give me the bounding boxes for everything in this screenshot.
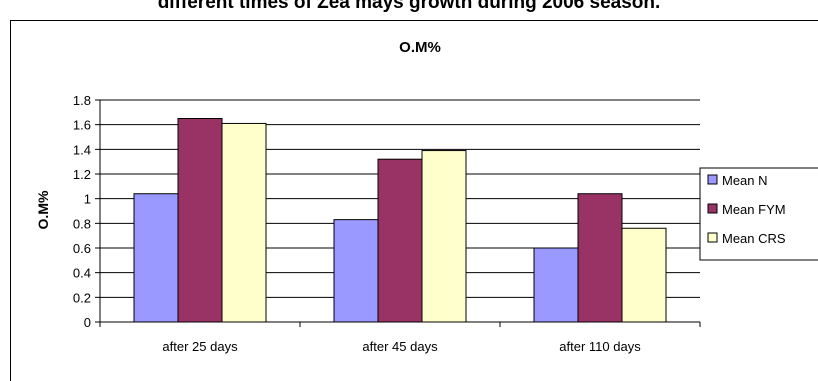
om-bar-chart: 0 0.2 0.4 0.6 0.8 1 1.2 1.4 1.6 1.8 after 25 days a… — [35, 39, 818, 354]
y-tick-label: 0.4 — [73, 266, 91, 281]
y-tick-label: 1.4 — [73, 142, 91, 157]
bar-mean-fym — [177, 118, 223, 323]
x-tick-label: after 45 days — [362, 339, 438, 354]
page-heading: different times of Zea mays growth durin… — [157, 0, 661, 13]
x-tick-label: after 25 days — [162, 339, 238, 354]
y-tick-label: 0.6 — [73, 241, 91, 256]
legend-label: Mean FYM — [722, 202, 786, 217]
bar-mean-crs — [421, 150, 467, 323]
legend-swatch — [707, 203, 718, 214]
bar-mean-n — [333, 219, 379, 323]
bar-mean-n — [533, 247, 579, 323]
y-tick-label: 0.8 — [73, 216, 91, 231]
legend-label: Mean CRS — [722, 231, 786, 246]
legend-swatch — [707, 232, 718, 243]
y-tick-label: 1.2 — [73, 167, 91, 182]
bar-mean-fym — [577, 193, 623, 323]
chart-title: O.M% — [399, 39, 441, 56]
y-tick-label: 0.2 — [73, 290, 91, 305]
y-tick-label: 0 — [84, 315, 91, 330]
y-tick-label: 1.6 — [73, 118, 91, 133]
bar-mean-fym — [377, 158, 423, 323]
y-axis-title: O.M% — [35, 190, 51, 229]
legend-swatch — [707, 174, 718, 185]
y-tick-label: 1.8 — [73, 93, 91, 108]
bar-mean-crs — [621, 227, 667, 323]
bar-mean-crs — [221, 122, 267, 323]
legend-label: Mean N — [722, 173, 768, 188]
legend: Mean N Mean FYM Mean CRS — [699, 167, 818, 261]
axes-layer — [95, 99, 701, 327]
y-tick-label: 1 — [84, 192, 91, 207]
labels-layer: 0 0.2 0.4 0.6 0.8 1 1.2 1.4 1.6 1.8 after 25 days a… — [73, 93, 641, 354]
bar-mean-n — [133, 193, 179, 323]
x-tick-label: after 110 days — [559, 339, 641, 354]
legend-frame — [699, 167, 818, 261]
